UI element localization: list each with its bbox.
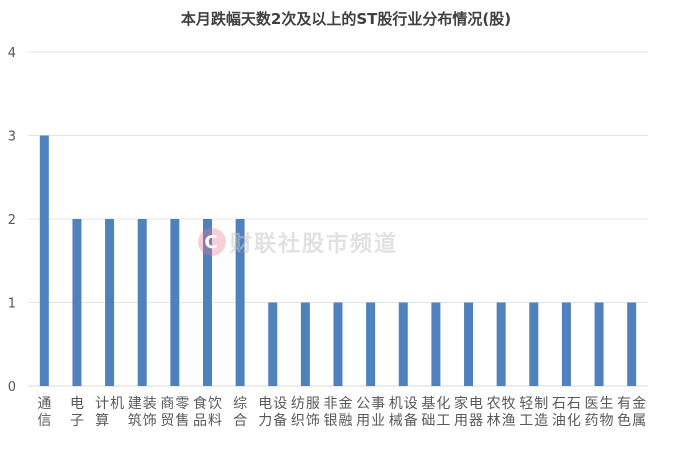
y-tick-label: 2 (8, 213, 16, 228)
y-tick-label: 0 (8, 380, 16, 395)
x-tick-label: 公用事业 (356, 396, 385, 429)
bar (333, 302, 343, 386)
bar (529, 302, 539, 386)
x-tick-label: 纺织服饰 (291, 396, 320, 429)
x-tick-label: 商贸零售 (160, 396, 189, 429)
bar (431, 302, 441, 386)
bar (464, 302, 474, 386)
bar (366, 302, 376, 386)
bar (594, 302, 604, 386)
x-tick-label: 医药生物 (585, 396, 614, 429)
bar (627, 302, 637, 386)
x-tick-label: 综合 (233, 396, 247, 429)
chart-title: 本月跌幅天数2次及以上的ST股行业分布情况(股) (180, 10, 512, 28)
x-tick-label: 电力设备 (258, 396, 287, 429)
x-tick-label: 计算机 (95, 396, 124, 429)
bar (137, 219, 147, 386)
x-tick-label: 石油石化 (552, 396, 581, 429)
x-tick-label: 非银金融 (324, 396, 353, 429)
y-tick-label: 4 (8, 46, 16, 61)
x-tick-label: 基础化工 (421, 395, 450, 429)
bar (398, 302, 408, 386)
x-tick-label: 通信 (37, 396, 51, 429)
x-tick-label: 机械设备 (389, 396, 418, 429)
x-tick-label: 轻工制造 (519, 396, 548, 429)
x-tick-label: 电子 (70, 396, 84, 429)
x-tick-label: 农林牧渔 (487, 396, 516, 429)
bar (300, 302, 310, 386)
bar (170, 219, 180, 386)
x-tick-label: 食品饮料 (193, 395, 222, 429)
y-tick-label: 1 (8, 297, 16, 312)
bar (39, 135, 49, 386)
bar (268, 302, 278, 386)
y-tick-label: 3 (8, 130, 16, 145)
bar (235, 219, 245, 386)
x-tick-label: 家用电器 (454, 395, 483, 429)
x-tick-label: 有色金属 (617, 396, 646, 429)
x-tick-label: 建筑装饰 (128, 396, 157, 429)
bar (561, 302, 571, 386)
bar (496, 302, 506, 386)
bar (202, 219, 212, 386)
bar (105, 219, 115, 386)
bar (72, 219, 82, 386)
